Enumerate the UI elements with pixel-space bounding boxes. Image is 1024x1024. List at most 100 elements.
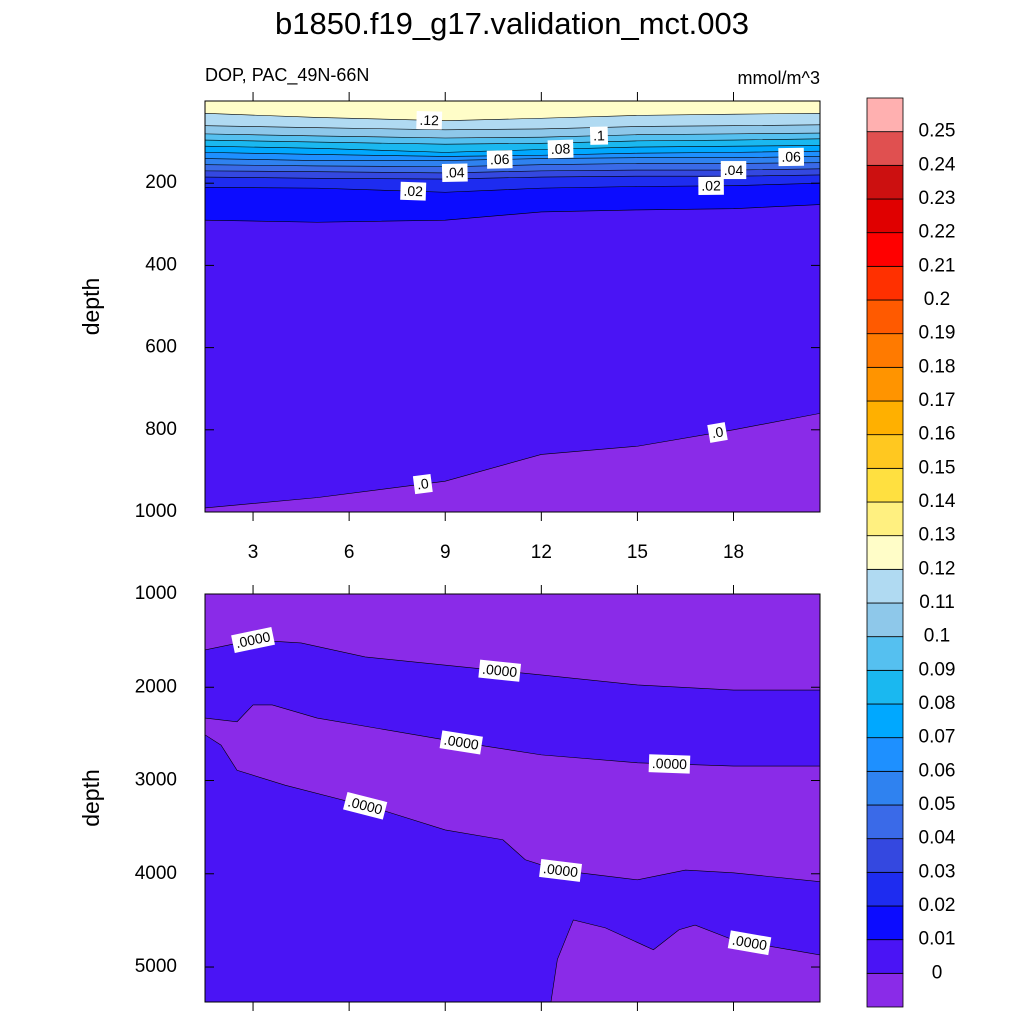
contour-label: .1 — [589, 126, 609, 145]
contour-label: .04 — [441, 163, 468, 182]
colorbar-label: 0.17 — [919, 390, 956, 411]
contour-label-text: .0000 — [234, 628, 272, 651]
colorbar-box — [866, 333, 904, 368]
colorbar-box — [866, 131, 904, 166]
colorbar-box — [866, 636, 904, 671]
contour-label-box — [343, 791, 388, 820]
colorbar-label: 0.01 — [919, 929, 956, 950]
colorbar-box — [866, 871, 904, 907]
x-tick-label: 12 — [531, 542, 552, 563]
contour-label-box — [478, 659, 522, 682]
contour-label: .0 — [412, 473, 433, 495]
contour-label: .12 — [416, 110, 443, 130]
y-tick-label: 200 — [145, 172, 177, 193]
colorbar-box — [866, 501, 904, 537]
contour-label-box — [698, 176, 724, 195]
colorbar-box — [866, 669, 904, 705]
colorbar-label: 0.23 — [919, 188, 956, 209]
colorbar-label: 0.06 — [919, 760, 956, 781]
chart-title: b1850.f19_g17.validation_mct.003 — [275, 6, 749, 41]
colorbar-box — [866, 400, 904, 436]
colorbar-label: 0.21 — [919, 255, 956, 276]
contour-line — [205, 182, 820, 193]
contour-label-box — [486, 150, 513, 169]
colorbar-label: 0.24 — [919, 154, 956, 175]
colorbar-box — [866, 97, 904, 133]
colorbar-label: 0.1 — [924, 626, 950, 647]
contour-label: .06 — [486, 150, 513, 169]
plot-frame — [204, 100, 821, 513]
colorbar-label: 0.11 — [919, 592, 955, 613]
contour-line — [205, 150, 820, 157]
contour-label: .0000 — [231, 626, 275, 653]
contour-label-box — [648, 754, 691, 774]
colorbar-label: 0.15 — [919, 457, 956, 478]
colorbar-label: 0.16 — [919, 424, 956, 445]
contour-label-text: .0000 — [481, 661, 518, 680]
colorbar-box — [866, 905, 904, 941]
colorbar-box — [866, 299, 904, 335]
x-tick-label: 6 — [344, 542, 355, 563]
contour-line — [205, 145, 820, 153]
y-tick-label: 800 — [145, 419, 177, 440]
contour-label-text: .02 — [701, 177, 721, 193]
contour-line — [550, 919, 820, 1002]
colorbar-box — [866, 770, 904, 806]
contour-label-text: .0 — [710, 423, 724, 441]
colorbar-label: 0.18 — [919, 356, 956, 377]
colorbar-label: 0 — [932, 962, 943, 983]
colorbar-label: 0.25 — [919, 121, 956, 142]
contour-label-text: .06 — [781, 148, 801, 164]
contour-label-text: .0000 — [731, 932, 768, 954]
colorbar-label: 0.2 — [924, 289, 950, 310]
colorbar-box — [866, 703, 904, 739]
contour-label-box — [778, 147, 805, 167]
contour-line — [205, 413, 820, 509]
colorbar-box — [866, 939, 904, 974]
colorbar-label: 0.07 — [919, 727, 956, 748]
contour-line — [205, 156, 820, 161]
contour-line — [205, 204, 820, 223]
colorbar-box — [866, 568, 904, 604]
contour-label-box — [231, 626, 275, 653]
colorbar-box — [866, 467, 904, 503]
contour-label: .0 — [707, 422, 728, 443]
contour-label: .0000 — [727, 930, 772, 956]
colorbar-label: 0.09 — [919, 659, 956, 680]
contour-label-text: .02 — [403, 183, 423, 200]
y-axis-label: depth — [78, 769, 104, 827]
colorbar-box — [866, 804, 904, 840]
contour-label-text: .0000 — [443, 732, 480, 753]
contour-label-text: .04 — [724, 162, 744, 178]
y-tick-label: 5000 — [135, 956, 177, 977]
contour-label-box — [727, 930, 772, 956]
plot-area — [205, 594, 820, 1002]
y-tick-label: 3000 — [135, 770, 177, 791]
subtitle-right: mmol/m^3 — [738, 68, 820, 88]
contour-label: .06 — [778, 147, 805, 167]
x-tick-label: 18 — [723, 542, 744, 563]
y-axis-label: depth — [78, 278, 104, 336]
colorbar-label: 0.08 — [919, 693, 956, 714]
y-tick-label: 400 — [145, 254, 177, 275]
contour-label: .08 — [547, 139, 574, 159]
contour-label-text: .06 — [490, 151, 510, 167]
contour-label: .04 — [720, 161, 747, 180]
colorbar-box — [866, 434, 904, 469]
contour-line — [205, 124, 820, 131]
colorbar-box — [866, 198, 904, 234]
colorbar-box — [866, 972, 904, 1008]
colorbar-label: 0.05 — [919, 794, 956, 815]
colorbar-label: 0.19 — [919, 323, 956, 344]
colorbar-label: 0.13 — [919, 525, 956, 546]
contour-line — [205, 132, 820, 139]
contour-fill — [205, 204, 820, 512]
colorbar-box — [866, 366, 904, 402]
contour-label: .0000 — [648, 754, 691, 774]
contour-label-text: .12 — [419, 112, 439, 128]
colorbar-box — [866, 164, 904, 200]
contour-label-box — [441, 163, 468, 182]
colorbar-box — [866, 737, 904, 772]
contour-label-box — [412, 473, 433, 495]
